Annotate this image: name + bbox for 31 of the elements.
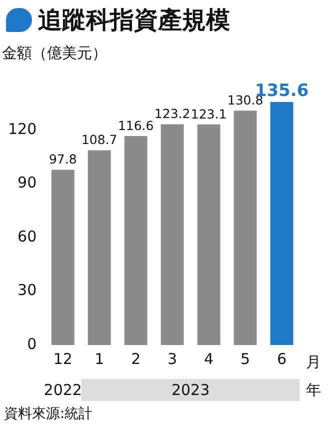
text: 2022 [44, 381, 82, 399]
bar [160, 124, 184, 345]
x-tick-label: 2 [131, 350, 141, 368]
data-label: 116.6 [118, 118, 154, 134]
bar [51, 170, 74, 345]
y-tick-label: 120 [8, 120, 37, 138]
data-label: 108.7 [81, 132, 118, 148]
x-tick-label: 1 [94, 350, 104, 368]
bar [270, 102, 294, 345]
x-tick-label: 5 [240, 350, 250, 368]
y-tick-label: 0 [27, 334, 37, 353]
data-label: 123.1 [190, 106, 227, 122]
source-note: 資料來源:統計 [3, 405, 94, 424]
bar [124, 136, 148, 345]
x-axis-title: 月 [306, 353, 321, 371]
y-tick-label: 60 [18, 227, 37, 246]
text: 2023 [171, 381, 210, 399]
text: 年 [306, 381, 321, 399]
x-tick-label: 6 [276, 350, 287, 368]
y-axis-title: 金額（億美元） [2, 44, 107, 62]
chart-title: 追蹤科指資產規模 [38, 5, 230, 36]
bar [197, 124, 220, 345]
data-label: 97.8 [48, 152, 77, 167]
bar [234, 110, 257, 345]
x-tick-label: 12 [53, 350, 72, 368]
bar [88, 150, 111, 345]
x-tick-label: 3 [168, 350, 178, 368]
data-label: 123.2 [154, 106, 190, 122]
x-tick-label: 4 [204, 350, 214, 368]
y-tick-label: 90 [18, 174, 37, 192]
y-tick-label: 30 [18, 281, 37, 300]
